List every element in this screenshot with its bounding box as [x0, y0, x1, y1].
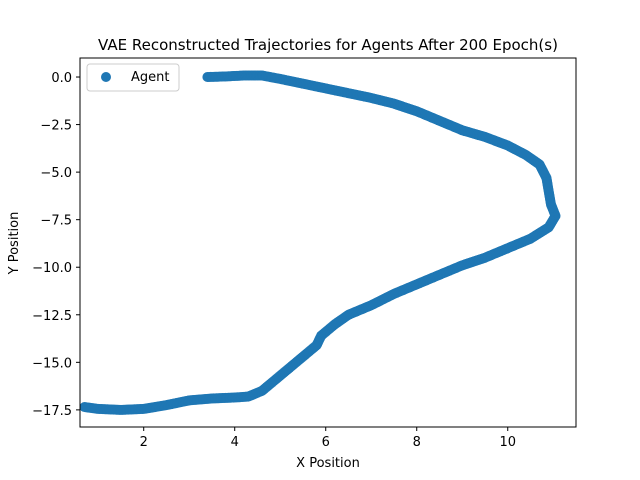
y-tick-label: −7.5: [40, 214, 72, 229]
x-tick-label: 2: [140, 435, 148, 450]
chart-title: VAE Reconstructed Trajectories for Agent…: [98, 36, 558, 54]
y-tick-label: −5.0: [40, 166, 72, 181]
x-tick-label: 8: [413, 435, 421, 450]
x-tick-label: 4: [231, 435, 239, 450]
y-tick-label: −15.0: [32, 356, 72, 371]
y-tick-label: −12.5: [32, 309, 72, 324]
legend-marker: [101, 72, 111, 82]
legend-box: [86, 63, 180, 92]
y-tick-label: 0.0: [51, 71, 72, 86]
x-tick-label: 6: [322, 435, 330, 450]
y-tick-label: −2.5: [40, 119, 72, 134]
x-axis: 2 4 6 8 10: [140, 427, 516, 450]
x-tick-label: 10: [499, 435, 516, 450]
x-axis-label: X Position: [296, 456, 360, 471]
data-point: [79, 402, 90, 413]
legend-entry-agent: Agent: [131, 70, 169, 85]
y-axis-label: Y Position: [7, 212, 22, 276]
y-tick-label: −10.0: [32, 261, 72, 276]
y-axis: 0.0 −2.5 −5.0 −7.5 −10.0 −12.5 −15.0 −17.5: [32, 71, 80, 419]
y-tick-label: −17.5: [32, 404, 72, 419]
plot-frame: [79, 57, 577, 428]
legend: Agent: [86, 63, 180, 92]
plot-area: [79, 70, 561, 415]
